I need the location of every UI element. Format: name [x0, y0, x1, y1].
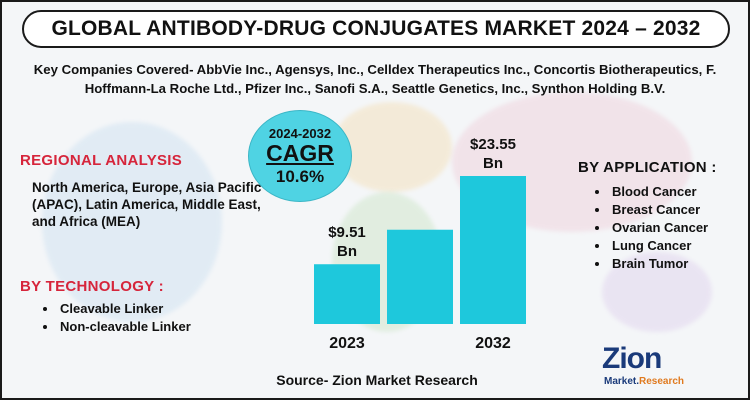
logo-main-text: Zion: [602, 342, 662, 375]
cagr-value: 10.6%: [275, 166, 325, 186]
key-companies-text: Key Companies Covered- AbbVie Inc., Agen…: [33, 62, 717, 96]
technology-heading: BY TECHNOLOGY :: [20, 278, 164, 295]
tick-label-2032: 2032: [475, 335, 511, 352]
source-text: Source- Zion Market Research: [276, 372, 478, 388]
data-label-2032: Bn: [483, 155, 503, 172]
application-list: Blood Cancer Breast Cancer Ovarian Cance…: [592, 183, 708, 273]
tick-label-2023: 2023: [329, 335, 365, 352]
technology-item: Non-cleavable Linker: [58, 318, 191, 336]
application-item: Blood Cancer: [610, 183, 708, 201]
map-background-americas: [42, 122, 222, 322]
data-label-2023: Bn: [337, 243, 357, 260]
zion-logo: Zion Market.Research: [602, 342, 722, 392]
market-bar-chart: $9.51 Bn 2023 $23.55 Bn 2032: [314, 136, 526, 352]
data-label-2023: $9.51: [328, 224, 366, 241]
technology-list: Cleavable Linker Non-cleavable Linker: [40, 300, 191, 336]
page-title-text: GLOBAL ANTIBODY-DRUG CONJUGATES MARKET 2…: [51, 17, 701, 40]
technology-item: Cleavable Linker: [58, 300, 191, 318]
map-background-oceania: [602, 252, 712, 332]
application-item: Breast Cancer: [610, 201, 708, 219]
regional-text: North America, Europe, Asia Pacific (APA…: [32, 180, 262, 229]
logo-sub-text: Market.Research: [604, 376, 684, 387]
bar-2023: [314, 264, 380, 324]
application-item: Lung Cancer: [610, 237, 708, 255]
logo-sub-left: Market.: [604, 376, 640, 387]
cagr-label: CAGR: [266, 139, 334, 166]
bar-2032: [460, 176, 526, 324]
cagr-badge: 2024-2032 CAGR 10.6%: [248, 110, 352, 202]
regional-heading: REGIONAL ANALYSIS: [20, 152, 183, 169]
application-heading: BY APPLICATION :: [578, 159, 717, 176]
page-title: GLOBAL ANTIBODY-DRUG CONJUGATES MARKET 2…: [22, 10, 730, 48]
logo-sub-right: Research: [639, 376, 685, 387]
application-item: Ovarian Cancer: [610, 219, 708, 237]
bar-mid: [387, 229, 453, 324]
data-label-2032: $23.55: [470, 136, 516, 153]
application-item: Brain Tumor: [610, 255, 708, 273]
cagr-period: 2024-2032: [268, 125, 332, 141]
map-background-europe: [332, 102, 452, 192]
